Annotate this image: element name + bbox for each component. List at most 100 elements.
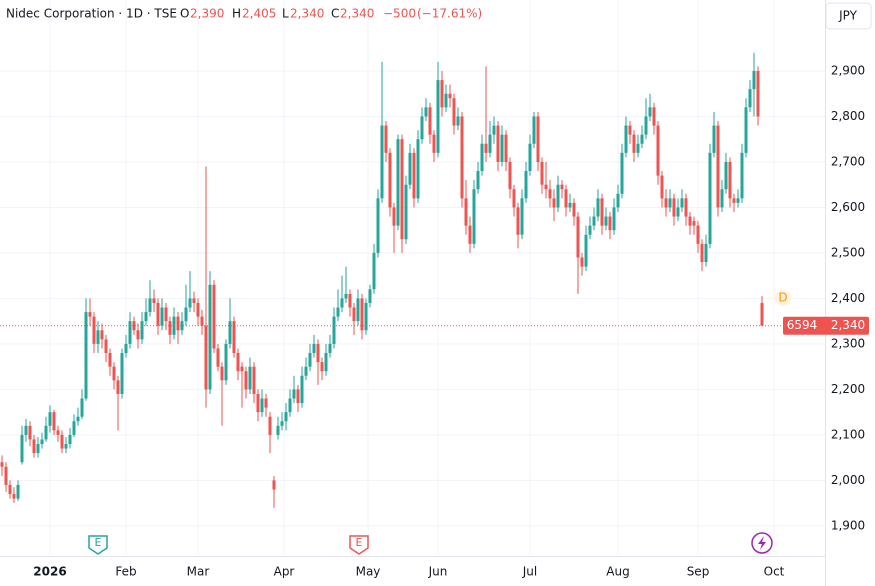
candle-body [636,143,640,153]
price-tag-value: 2,340 [831,318,865,332]
candle-body [288,398,292,413]
y-tick-label: 2,400 [831,291,865,305]
candle-body [496,125,500,162]
candle-body [624,125,628,153]
candle-body [548,189,552,199]
currency-button[interactable]: JPY [825,2,872,30]
candle-body [440,80,444,108]
session-marker: D [778,291,787,305]
candle-body [588,225,592,235]
ohlc-tag: L [282,7,289,21]
candle-body [396,139,400,226]
candle-body [112,366,116,381]
candle-body [672,198,676,217]
header: Nidec Corporation · 1D · TSE O 2,390 H 2… [6,7,482,21]
candle-body [464,198,468,226]
candle-body [4,466,8,485]
x-tick-label: Aug [606,565,629,579]
ohlc-value: 2,340 [340,7,374,21]
candle-body [176,316,180,331]
candle-body [608,216,612,231]
candle-body [416,139,420,199]
dividend-event[interactable] [751,532,773,554]
symbol-title: Nidec Corporation · 1D · TSE [6,7,177,21]
candle-body [336,307,340,317]
candle-body [184,307,188,322]
candle-body [20,434,24,463]
currency-label[interactable]: JPY [838,9,858,23]
event-icon[interactable] [758,536,766,550]
candle-body [632,134,636,153]
candle-body [180,321,184,331]
candle-body [24,425,28,435]
time-axis: 2026 Feb Mar Apr May Jun Jul Aug Sep Oct [33,565,784,579]
candle-body [444,93,448,108]
candle-body [448,93,452,99]
candle-body [124,343,128,354]
candle-body [540,161,544,185]
candle-body [60,434,64,449]
candle-body [88,312,92,317]
candle-body [220,366,224,381]
candle-body [516,207,520,235]
earnings-event[interactable]: E [349,535,369,555]
candle-body [372,252,376,290]
candle-body [576,216,580,258]
grid [0,0,825,555]
candle-body [192,298,196,303]
candle-body [432,134,436,153]
y-tick-label: 2,500 [831,245,865,259]
event-label[interactable]: E [356,536,363,549]
candle-body [668,198,672,208]
candle-body [696,225,700,244]
candle-body [740,152,744,199]
candle-body [620,152,624,194]
candle-body [524,171,528,199]
y-tick-label: 2,200 [831,382,865,396]
candle-body [480,143,484,172]
candle-body [40,439,44,444]
currency-button-box[interactable] [825,2,872,30]
x-tick-label: Feb [115,565,136,579]
x-tick-label: Oct [764,565,785,579]
candle-body [236,353,240,372]
candle-body [304,366,308,376]
y-tick-label: 1,900 [831,518,865,532]
candle-body [456,116,460,126]
event-label[interactable]: E [95,536,102,549]
candle-body [404,184,408,240]
candle-body [148,298,152,313]
candle-body [544,184,548,190]
candle-body [500,134,504,162]
candle-body [332,316,336,344]
y-tick-label: 2,300 [831,336,865,350]
y-tick-label: 2,800 [831,109,865,123]
candle-body [424,107,428,117]
candle-body [300,375,304,404]
event-badge[interactable] [349,535,369,555]
ohlc-value: 2,405 [242,7,276,21]
candle-body [368,289,372,303]
candle-body [600,198,604,226]
candle-body [380,125,384,199]
earnings-event[interactable]: E [88,535,108,555]
candle-body [356,298,360,322]
candle-body [732,198,736,203]
candle-body [128,321,132,344]
x-tick-label: May [356,565,381,579]
event-badge[interactable] [88,535,108,555]
candle-body [528,143,532,172]
x-tick-label: Sep [687,565,710,579]
candle-body [564,189,568,208]
candle-body [116,380,120,394]
candle-body [84,312,88,399]
candle-body [108,353,112,367]
candle-body [748,89,752,108]
candle-body [260,398,264,413]
candle-body [708,152,712,244]
candle-body [68,434,72,444]
candle-body [364,302,368,331]
candle-body [280,421,284,426]
candle-body [504,134,508,162]
candle-body [296,389,300,404]
